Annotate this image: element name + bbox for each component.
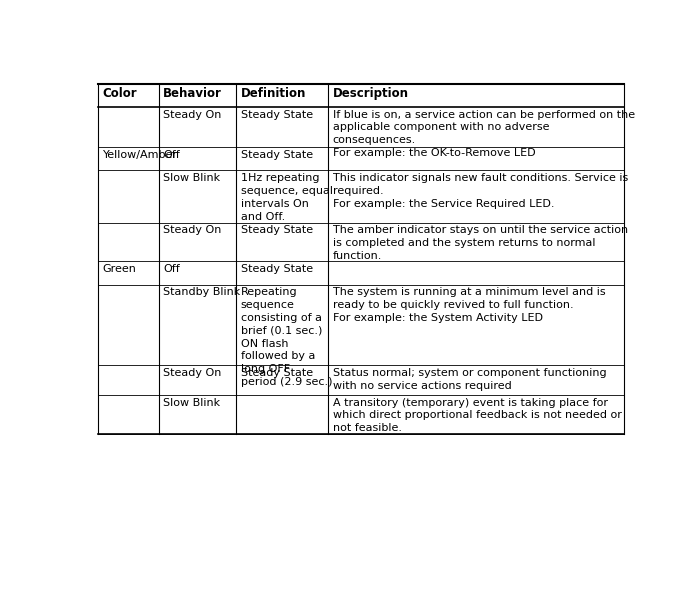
Text: Steady On: Steady On (163, 368, 222, 378)
Text: Yellow/Amber: Yellow/Amber (103, 150, 178, 160)
Text: Status normal; system or component functioning
with no service actions required: Status normal; system or component funct… (333, 368, 606, 391)
Text: Steady State: Steady State (240, 110, 313, 120)
Text: Steady State: Steady State (240, 226, 313, 236)
Text: Steady State: Steady State (240, 264, 313, 274)
Text: Repeating
sequence
consisting of a
brief (0.1 sec.)
ON flash
followed by a
long : Repeating sequence consisting of a brief… (240, 287, 332, 387)
Text: Steady State: Steady State (240, 368, 313, 378)
Text: The amber indicator stays on until the service action
is completed and the syste: The amber indicator stays on until the s… (333, 226, 628, 261)
Text: Standby Blink: Standby Blink (163, 287, 240, 297)
Text: Steady On: Steady On (163, 110, 222, 120)
Text: Color: Color (103, 87, 137, 101)
Text: Green: Green (103, 264, 136, 274)
Text: If blue is on, a service action can be performed on the
applicable component wit: If blue is on, a service action can be p… (333, 110, 635, 158)
Text: Slow Blink: Slow Blink (163, 398, 220, 408)
Text: This indicator signals new fault conditions. Service is
required.
For example: t: This indicator signals new fault conditi… (333, 173, 628, 209)
Text: Off: Off (163, 150, 180, 160)
Text: Description: Description (333, 87, 409, 101)
Text: Slow Blink: Slow Blink (163, 173, 220, 183)
Text: Steady State: Steady State (240, 150, 313, 160)
Text: The system is running at a minimum level and is
ready to be quickly revived to f: The system is running at a minimum level… (333, 287, 605, 323)
Text: Definition: Definition (240, 87, 306, 101)
Text: 1Hz repeating
sequence, equal
intervals On
and Off.: 1Hz repeating sequence, equal intervals … (240, 173, 333, 221)
Text: A transitory (temporary) event is taking place for
which direct proportional fee: A transitory (temporary) event is taking… (333, 398, 621, 434)
Text: Off: Off (163, 264, 180, 274)
Text: Steady On: Steady On (163, 226, 222, 236)
Text: Behavior: Behavior (163, 87, 222, 101)
